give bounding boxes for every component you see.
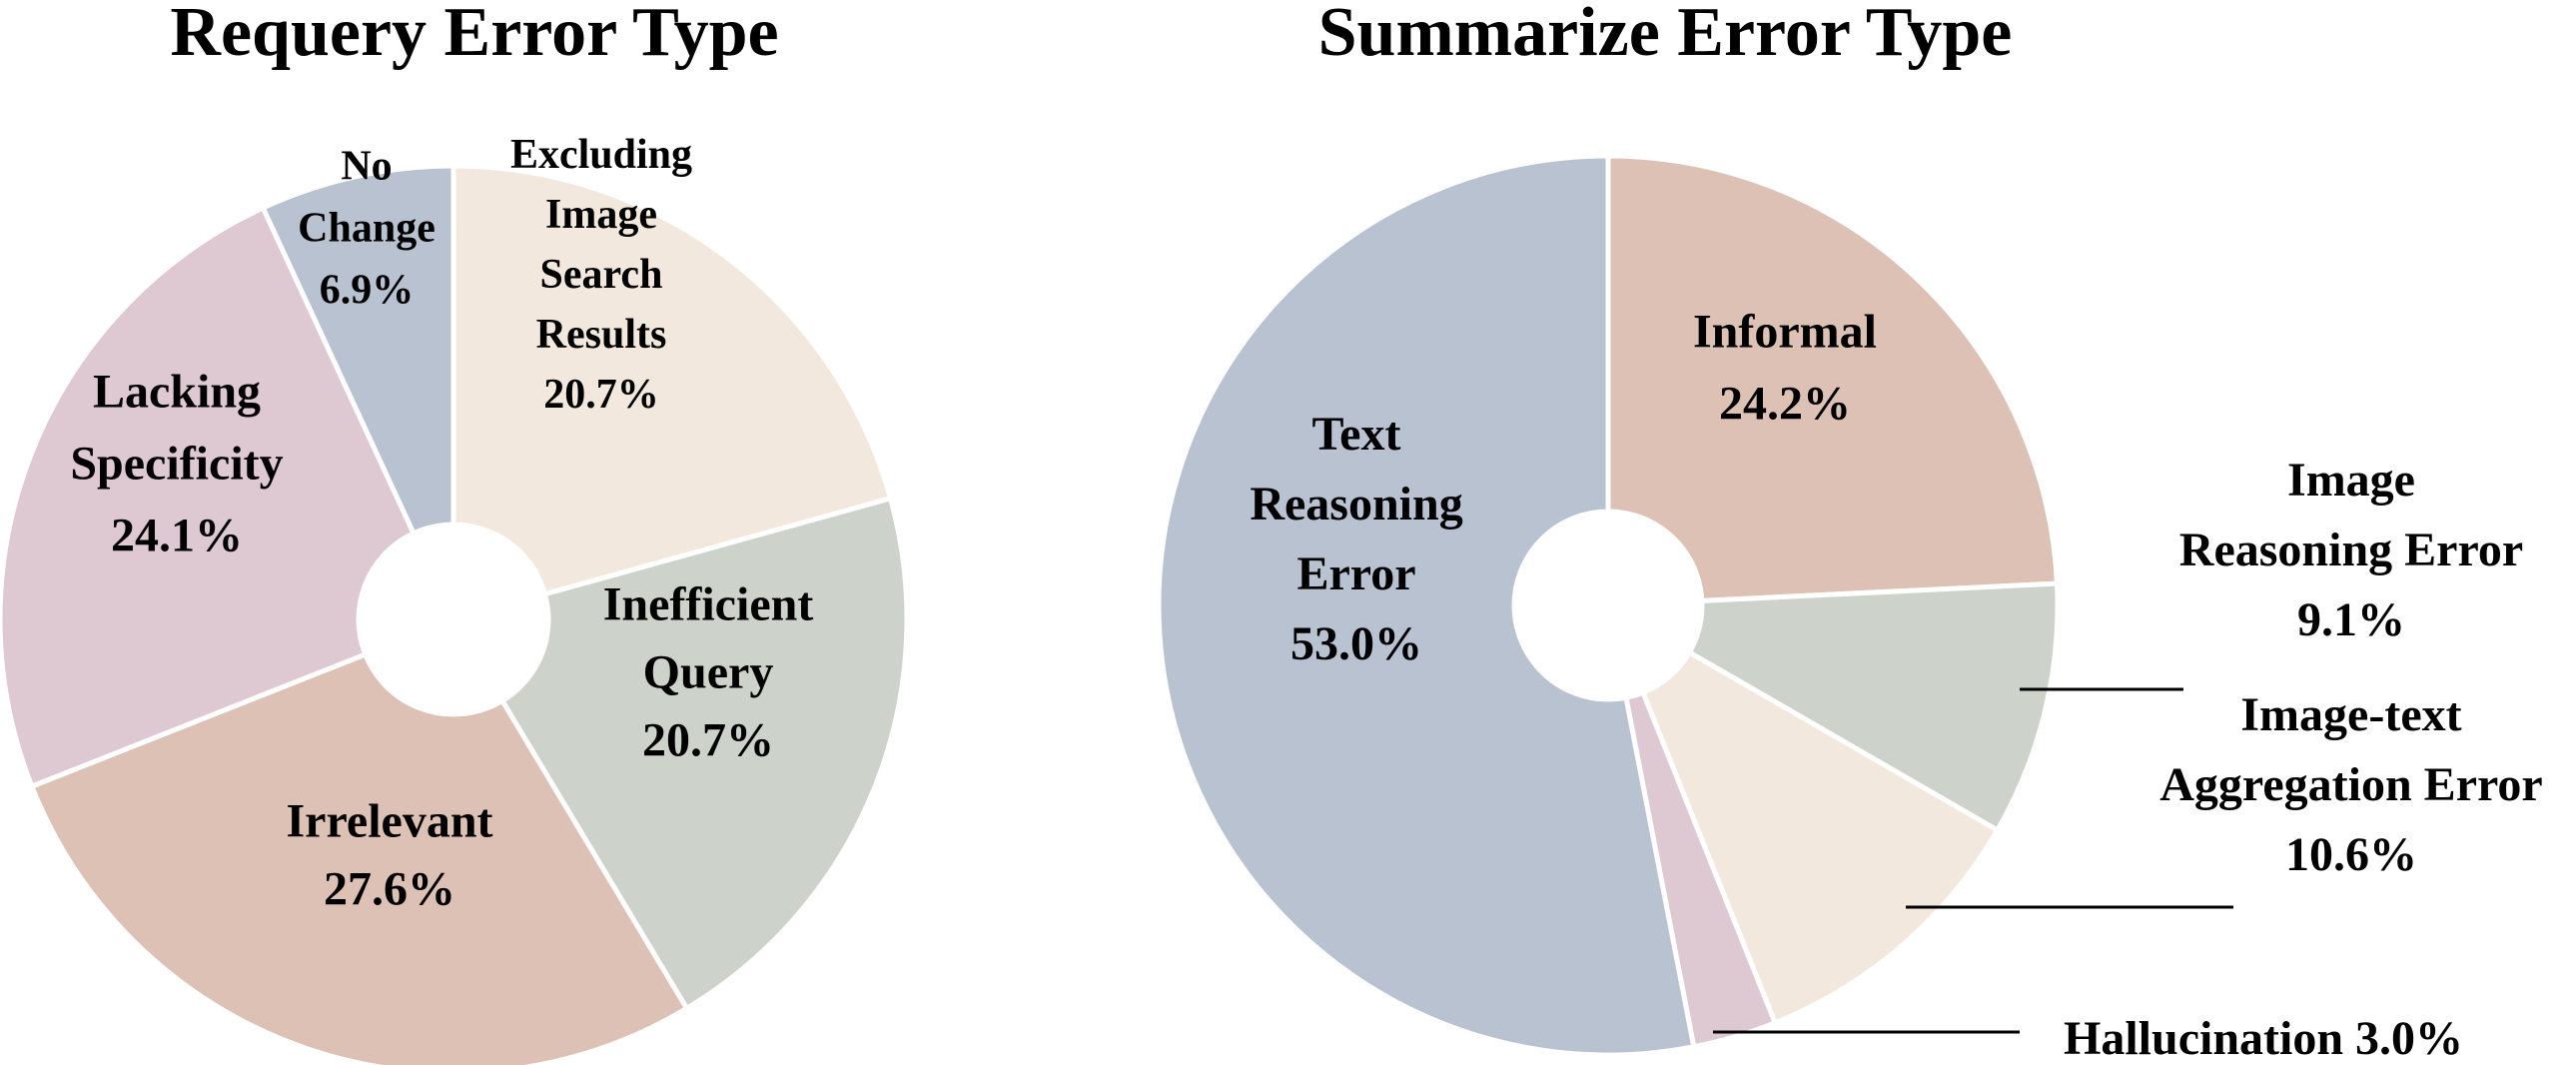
pie-slice [259,163,456,621]
slice-label-line: Aggregation Error [2159,758,2542,811]
slice-label-line: Specificity [70,438,283,491]
slice-label-line: Error [1296,547,1415,600]
chart-title-requery: Requery Error Type [170,0,778,71]
slice-label: Inefficient Query 20.7% [603,577,814,766]
slice-label: Image-text Aggregation Error 10.6% [2159,688,2542,881]
slice-label-line: 6.9% [320,268,415,314]
pie-slice [1599,580,2061,834]
summarize-pie: Informal 24.2%Image Reasoning Error 9.1%Ima… [1156,153,2543,1065]
slice-label: Lacking Specificity 24.1% [70,366,283,562]
chart-title-summarize: Summarize Error Type [1318,0,2013,71]
slice-label: Informal 24.2% [1693,306,1877,431]
pie-slice [28,615,690,1065]
slice-label-line: Change [298,206,435,252]
slice-label-line: Informal [1693,306,1877,359]
pie-slice [1605,153,2061,608]
slice-label-line: Lacking [93,366,261,419]
slice-label: Image Reasoning Error 9.1% [2179,454,2523,646]
pie-slice [1602,599,2002,1027]
donut-hole [1511,509,1705,702]
slice-label-line: 9.1% [2297,593,2405,646]
slice-label-line: Image [545,192,657,238]
slice-label-line: Results [536,312,667,358]
slice-label-line: 10.6% [2285,828,2417,881]
slice-label: Hallucination 3.0% [2064,1012,2463,1065]
slice-label-line: 27.6% [324,862,455,915]
slice-label-line: Text [1312,408,1401,461]
slice-label-line: Irrelevant [286,794,492,847]
slice-label-line: Excluding [510,132,692,178]
pie-slice [1156,153,1697,1058]
slice-label-line: Image [2287,454,2415,507]
slice-label-line: Query [643,645,774,698]
slice-label-line: Hallucination 3.0% [2064,1012,2463,1065]
slice-label: Excluding Image Search Results 20.7% [510,132,692,418]
slice-label-line: Reasoning Error [2179,524,2523,576]
slice-label-line: 20.7% [543,372,659,418]
slice-label-line: Reasoning [1250,478,1462,531]
slice-label-line: Image-text [2240,688,2461,741]
pie-slice [449,495,910,1012]
requery-pie: Excluding Image Search Results 20.7%Ineffici… [0,132,910,1065]
slice-label: Irrelevant 27.6% [286,794,492,915]
slice-label-line: Search [540,252,663,298]
slice-label: No Change 6.9% [298,144,435,314]
slice-label-line: 24.1% [111,510,243,562]
slice-label-line: No [341,144,392,190]
slice-label: Text Reasoning Error 53.0% [1250,408,1462,670]
pie-slice [0,204,457,790]
slice-label-line: 24.2% [1719,378,1851,431]
slice-label-line: 20.7% [642,713,774,766]
donut-hole [356,522,551,717]
slice-label-line: Inefficient [603,577,814,630]
pie-slice [450,163,894,623]
slice-label-line: 53.0% [1290,617,1422,670]
